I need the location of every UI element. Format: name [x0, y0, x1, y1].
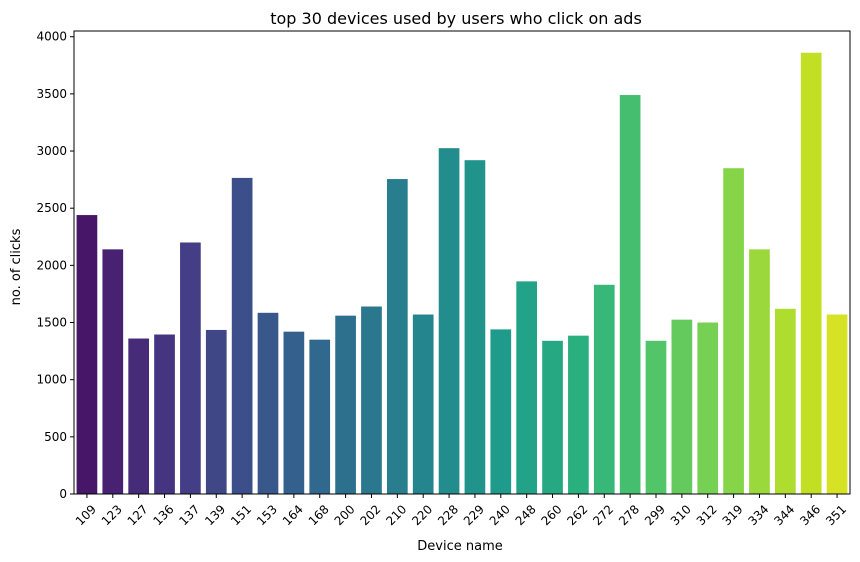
- bar-278: [619, 95, 641, 495]
- bar-260: [542, 340, 563, 494]
- bar-299: [645, 340, 667, 494]
- x-tick-label: 109: [73, 502, 99, 528]
- x-tick-label: 200: [332, 502, 358, 528]
- bar-136: [154, 334, 175, 494]
- bar-139: [205, 329, 227, 494]
- x-tick-label: 334: [745, 502, 771, 528]
- x-tick-label: 168: [306, 502, 332, 528]
- x-tick-label: 351: [823, 502, 849, 528]
- bar-346: [800, 52, 822, 494]
- bar-164: [283, 331, 305, 494]
- bar-202: [361, 306, 382, 494]
- bar-312: [697, 322, 719, 494]
- x-tick-label: 229: [461, 502, 487, 528]
- x-tick-label: 153: [254, 502, 280, 528]
- bar-272: [593, 284, 615, 494]
- x-tick-label: 240: [487, 502, 513, 528]
- x-tick-label: 299: [642, 502, 668, 528]
- bar-248: [516, 281, 538, 494]
- x-tick-label: 123: [99, 502, 125, 528]
- y-tick-label: 1500: [36, 316, 67, 330]
- x-tick-label: 127: [125, 502, 151, 528]
- y-tick-label: 3500: [36, 87, 67, 101]
- bar-200: [335, 315, 356, 494]
- x-tick-label: 312: [694, 502, 720, 528]
- bar-109: [76, 215, 98, 494]
- bar-351: [826, 314, 848, 494]
- y-tick-label: 2000: [36, 258, 67, 272]
- bar-151: [231, 177, 253, 494]
- x-tick-label: 344: [771, 502, 797, 528]
- x-tick-label: 139: [202, 502, 228, 528]
- bar-123: [102, 249, 124, 494]
- bar-240: [490, 329, 512, 494]
- bar-137: [180, 242, 201, 494]
- bar-168: [309, 339, 331, 494]
- bar-153: [257, 312, 279, 494]
- y-tick-label: 2500: [36, 201, 67, 215]
- x-tick-label: 210: [383, 502, 409, 528]
- x-axis-label: Device name: [417, 539, 502, 554]
- bar-262: [568, 335, 589, 494]
- x-tick-label: 220: [409, 502, 435, 528]
- bar-127: [128, 338, 150, 494]
- bars-group: [76, 52, 848, 495]
- bar-344: [774, 308, 796, 494]
- x-tick-label: 272: [590, 502, 616, 528]
- x-ticks-group: 109 123 127 136 137 139 151 153 164 168 200 202 210 2…: [73, 494, 849, 528]
- y-tick-label: 500: [44, 430, 67, 444]
- x-tick-label: 310: [668, 502, 694, 528]
- x-tick-label: 202: [357, 502, 383, 528]
- bar-220: [412, 314, 434, 494]
- x-tick-label: 319: [720, 502, 746, 528]
- y-axis-label: no. of clicks: [9, 228, 24, 305]
- bar-319: [723, 168, 744, 494]
- x-tick-label: 260: [538, 502, 564, 528]
- bar-210: [386, 179, 408, 495]
- x-tick-label: 346: [797, 502, 823, 528]
- y-tick-label: 1000: [36, 373, 67, 387]
- x-tick-label: 248: [513, 502, 539, 528]
- plot-frame: [73, 30, 851, 495]
- bar-229: [464, 160, 486, 494]
- x-tick-label: 278: [616, 502, 642, 528]
- y-tick-label: 0: [59, 487, 67, 501]
- bar-334: [749, 249, 770, 494]
- x-tick-label: 151: [228, 502, 254, 528]
- bar-228: [438, 148, 460, 494]
- x-tick-label: 262: [564, 502, 590, 528]
- y-tick-label: 4000: [36, 30, 67, 44]
- x-tick-label: 164: [280, 502, 306, 528]
- y-tick-label: 3000: [36, 144, 67, 158]
- x-tick-label: 137: [176, 502, 202, 528]
- x-tick-label: 228: [435, 502, 461, 528]
- chart-title: top 30 devices used by users who click o…: [270, 9, 642, 28]
- x-tick-label: 136: [150, 502, 176, 528]
- bar-310: [671, 319, 693, 494]
- y-ticks-group: 0 500 1000 1500 2000 2500 3000 3500 4000: [36, 30, 74, 501]
